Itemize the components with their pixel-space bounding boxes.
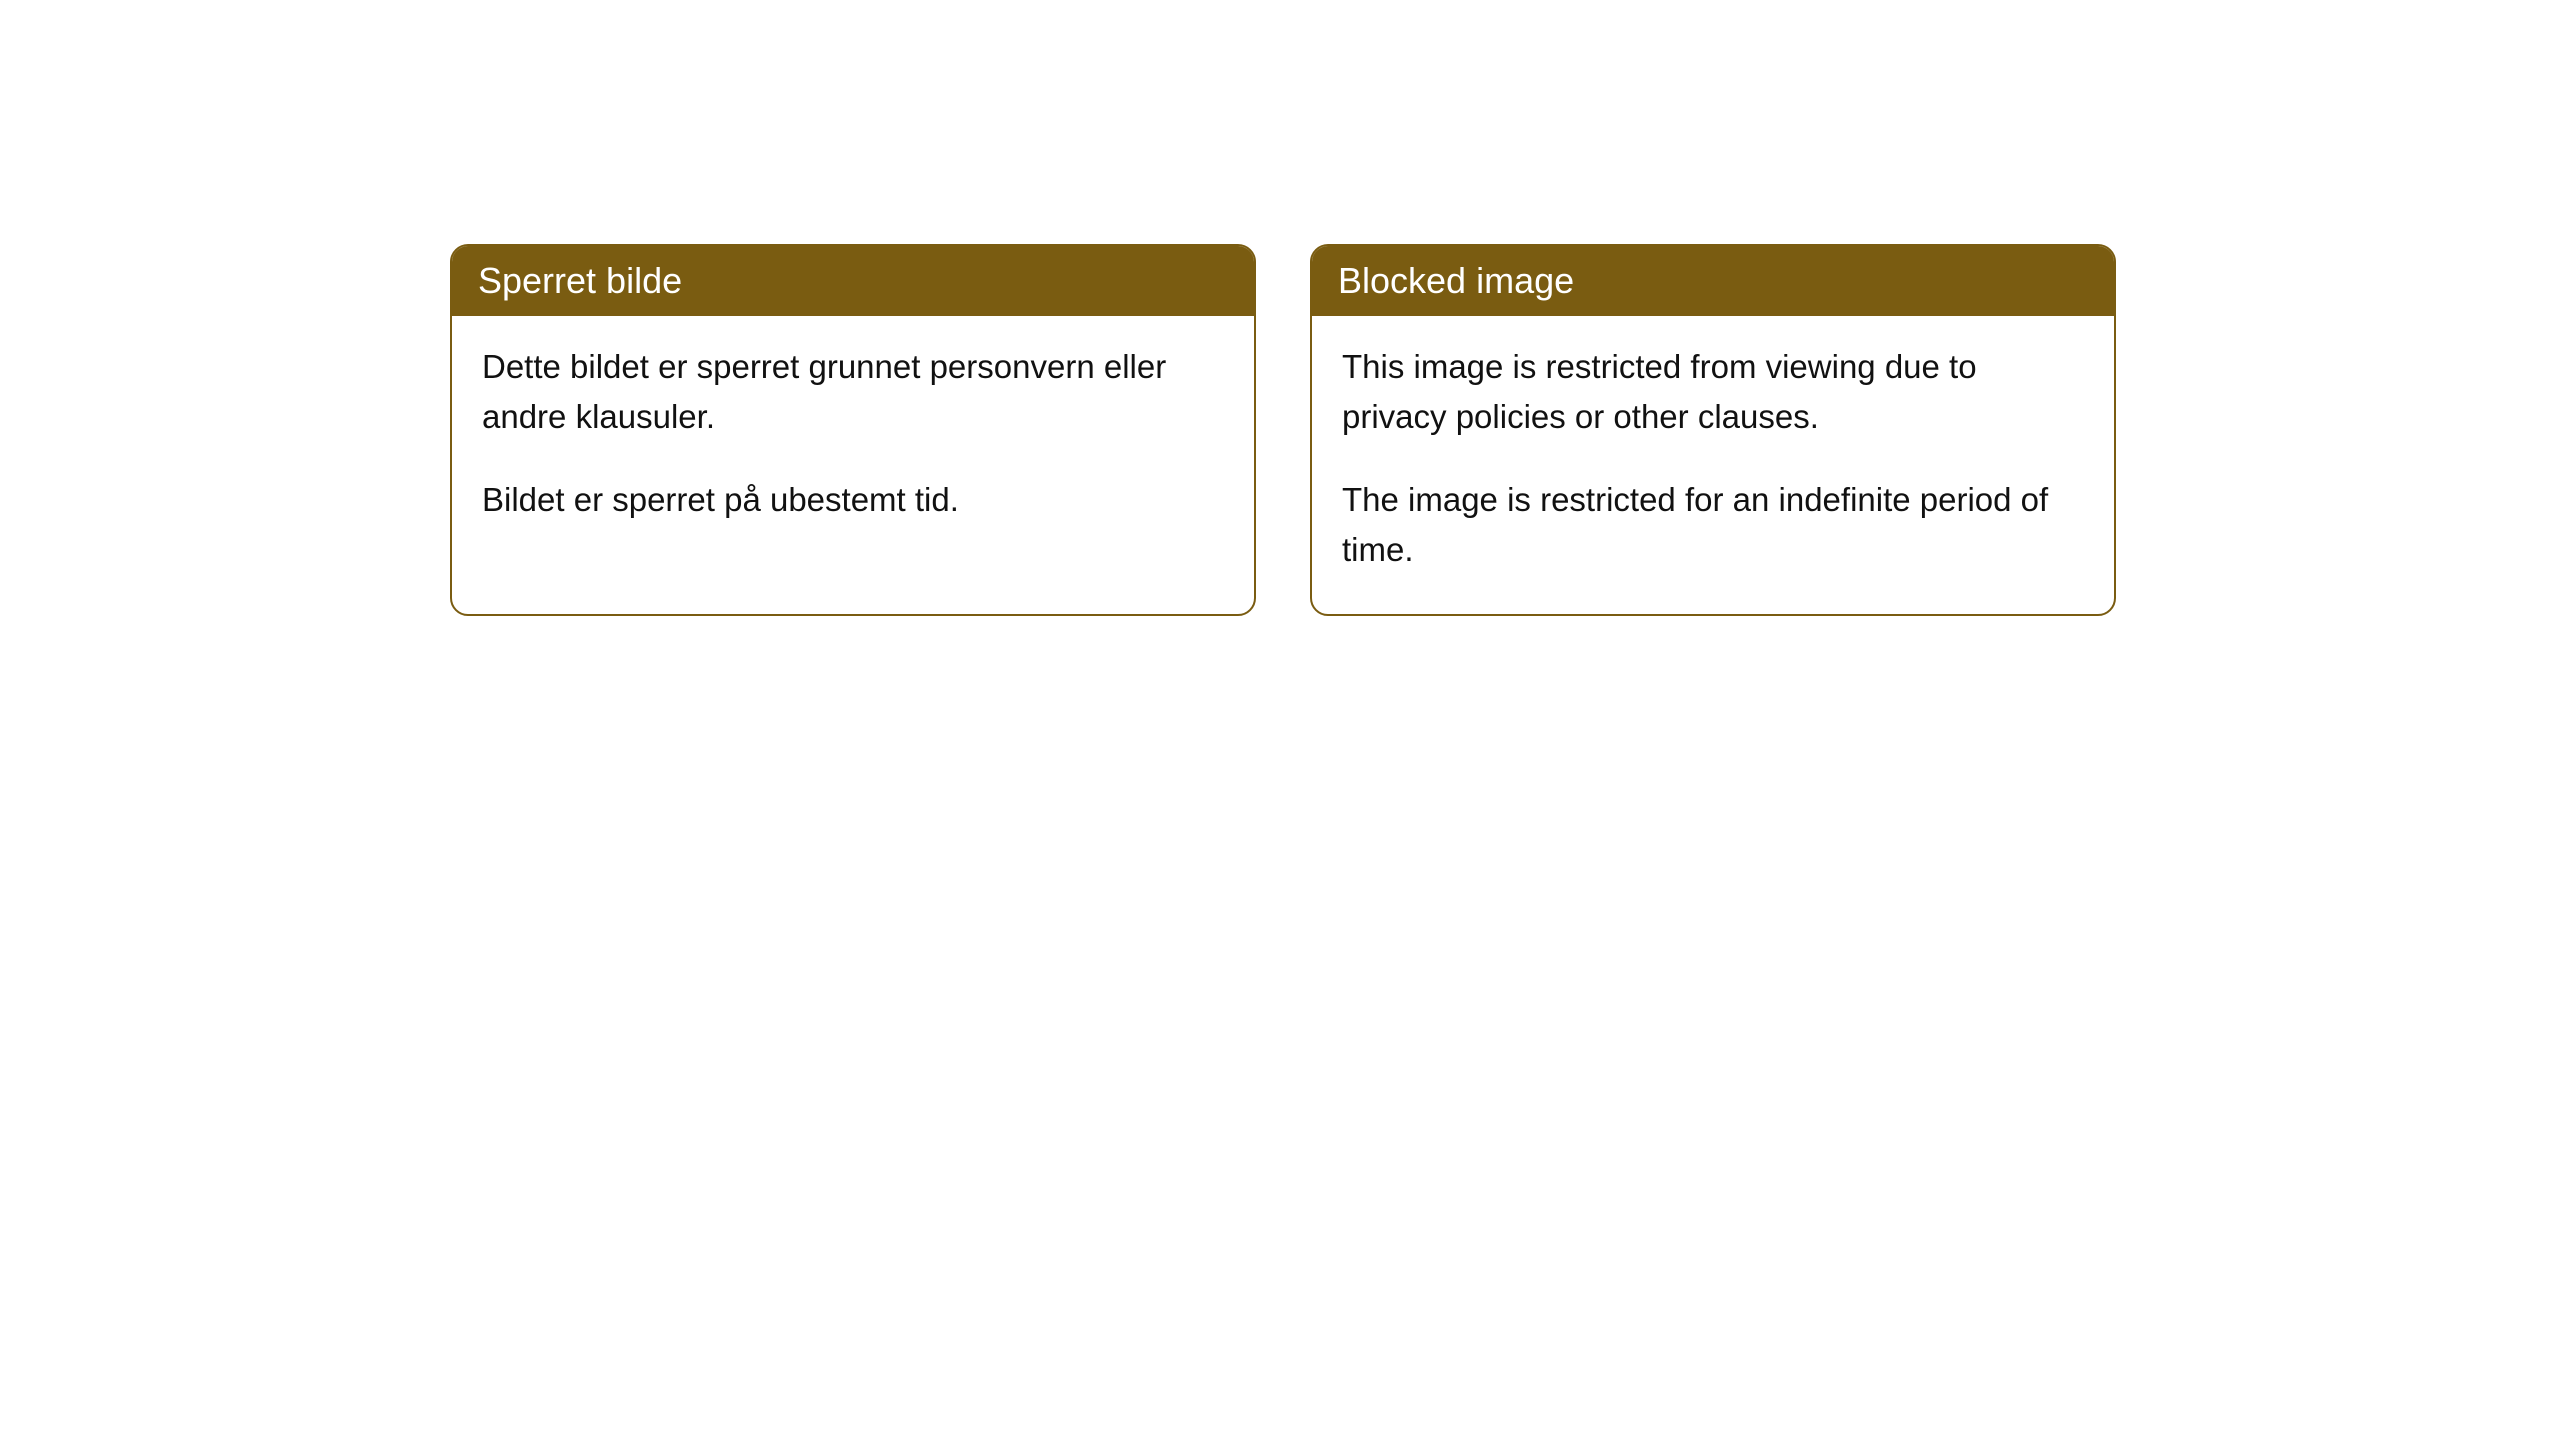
card-header-english: Blocked image [1312, 246, 2114, 316]
card-body-english: This image is restricted from viewing du… [1312, 316, 2114, 614]
card-paragraph: The image is restricted for an indefinit… [1342, 475, 2084, 574]
card-paragraph: Bildet er sperret på ubestemt tid. [482, 475, 1224, 525]
card-header-norwegian: Sperret bilde [452, 246, 1254, 316]
card-paragraph: Dette bildet er sperret grunnet personve… [482, 342, 1224, 441]
card-english: Blocked image This image is restricted f… [1310, 244, 2116, 616]
card-body-norwegian: Dette bildet er sperret grunnet personve… [452, 316, 1254, 565]
card-norwegian: Sperret bilde Dette bildet er sperret gr… [450, 244, 1256, 616]
card-paragraph: This image is restricted from viewing du… [1342, 342, 2084, 441]
cards-container: Sperret bilde Dette bildet er sperret gr… [450, 244, 2560, 616]
